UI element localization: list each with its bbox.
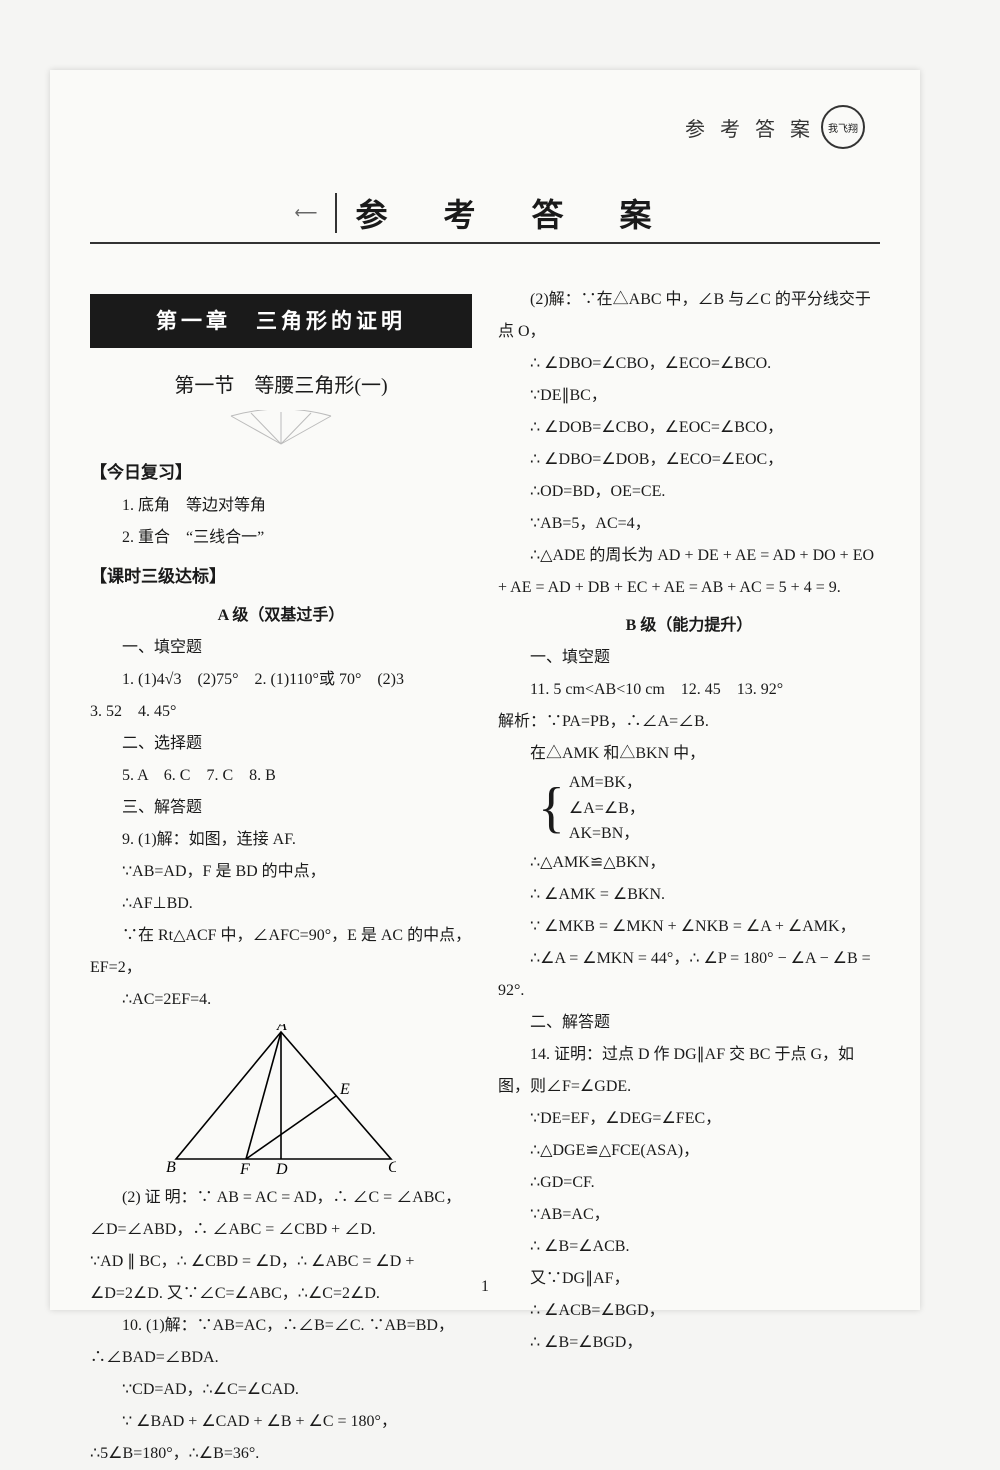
text-line: ∵AB=5，AC=4， — [498, 508, 880, 540]
choice-head: 二、选择题 — [90, 728, 472, 760]
text-line: 又∵DG∥AF， — [498, 1263, 880, 1295]
text-line: ∵AB=AD，F 是 BD 的中点， — [90, 856, 472, 888]
page-title: 参 考 答 案 — [355, 190, 675, 236]
text-line: ∴△AMK≌△BKN， — [498, 847, 880, 879]
text-line: 1. (1)4√3 (2)75° 2. (1)110°或 70° (2)3 — [90, 664, 472, 696]
text-line: AM=BK， — [569, 770, 645, 796]
level-standard-head: 【课时三级达标】 — [90, 560, 472, 594]
answer-head: 三、解答题 — [90, 792, 472, 824]
title-left-icon: ⟵ — [295, 203, 318, 223]
left-brace-icon: { — [538, 780, 565, 836]
stamp-text: 参 考 答 案 — [685, 113, 815, 142]
right-column: (2)解：∵在△ABC 中，∠B 与∠C 的平分线交于点 O， ∴ ∠DBO=∠… — [498, 284, 880, 1470]
fig-label-f: F — [239, 1161, 250, 1174]
fig-label-a: A — [276, 1024, 287, 1034]
section-decor-icon — [90, 410, 472, 446]
text-line: ∴ ∠DBO=∠CBO，∠ECO=∠BCO. — [498, 348, 880, 380]
text-line: ∴△DGE≌△FCE(ASA)， — [498, 1135, 880, 1167]
fan-icon — [196, 410, 366, 446]
seal-icon: 我飞翔 — [821, 105, 865, 149]
fig-label-c: C — [388, 1159, 396, 1174]
text-line: 10. (1)解：∵AB=AC，∴∠B=∠C. ∵AB=BD，∴∠BAD=∠BD… — [90, 1310, 472, 1374]
text-line: (2)解：∵在△ABC 中，∠B 与∠C 的平分线交于点 O， — [498, 284, 880, 348]
text-line: ∴AC=2EF=4. — [90, 984, 472, 1016]
level-b-head: B 级（能力提升） — [498, 610, 880, 642]
text-line: 9. (1)解：如图，连接 AF. — [90, 824, 472, 856]
text-line: 解析：∵PA=PB，∴∠A=∠B. — [498, 706, 880, 738]
text-line: ∴ ∠AMK = ∠BKN. — [498, 879, 880, 911]
text-line: ∵在 Rt△ACF 中，∠AFC=90°，E 是 AC 的中点，EF=2， — [90, 920, 472, 984]
text-line: ∴AF⊥BD. — [90, 888, 472, 920]
fill-blank-head: 一、填空题 — [90, 632, 472, 664]
text-line: 3. 52 4. 45° — [90, 696, 472, 728]
text-line: ∴GD=CF. — [498, 1167, 880, 1199]
fig-label-e: E — [339, 1081, 350, 1098]
brace-lines: AM=BK， ∠A=∠B， AK=BN， — [569, 770, 645, 847]
text-line: ∴ ∠B=∠BGD， — [498, 1327, 880, 1359]
fill-blank-head: 一、填空题 — [498, 642, 880, 674]
left-column: 第一章 三角形的证明 第一节 等腰三角形(一) 【今日复习】 1. 底角 等边对… — [90, 284, 472, 1470]
text-line: ∴ ∠ACB=∠BGD， — [498, 1295, 880, 1327]
text-line: ∴ ∠DOB=∠CBO，∠EOC=∠BCO， — [498, 412, 880, 444]
title-underline — [90, 242, 880, 244]
text-line: 在△AMK 和△BKN 中， — [498, 738, 880, 770]
text-line: (2) 证 明：∵ AB = AC = AD，∴ ∠C = ∠ABC，∠D=∠A… — [90, 1182, 472, 1246]
brace-group: { AM=BK， ∠A=∠B， AK=BN， — [538, 770, 880, 847]
text-line: ∵AB=AC， — [498, 1199, 880, 1231]
text-line: ∠A=∠B， — [569, 796, 645, 822]
page-number: 1 — [481, 1278, 489, 1296]
text-line: ∵DE∥BC， — [498, 380, 880, 412]
main-title-row: ⟵ 参 考 答 案 — [90, 190, 880, 236]
section-title: 第一节 等腰三角形(一) — [90, 366, 472, 406]
text-line: 11. 5 cm<AB<10 cm 12. 45 13. 92° — [498, 674, 880, 706]
text-line: ∴ ∠DBO=∠DOB，∠ECO=∠EOC， — [498, 444, 880, 476]
level-a-head: A 级（双基过手） — [90, 600, 472, 632]
fig-label-b: B — [166, 1159, 176, 1174]
text-line: ∴OD=BD，OE=CE. — [498, 476, 880, 508]
text-line: ∵ ∠MKB = ∠MKN + ∠NKB = ∠A + ∠AMK， — [498, 911, 880, 943]
text-line: AK=BN， — [569, 821, 645, 847]
text-line: ∵ ∠BAD + ∠CAD + ∠B + ∠C = 180°，∴5∠B=180°… — [90, 1406, 472, 1470]
page: 参 考 答 案 我飞翔 ⟵ 参 考 答 案 第一章 三角形的证明 第一节 等腰三… — [50, 70, 920, 1310]
triangle-figure: A B F D C E — [166, 1024, 396, 1174]
text-line: 14. 证明：过点 D 作 DG∥AF 交 BC 于点 G，如图，则∠F=∠GD… — [498, 1039, 880, 1103]
text-line: ∵DE=EF，∠DEG=∠FEC， — [498, 1103, 880, 1135]
text-line: ∴△ADE 的周长为 AD + DE + AE = AD + DO + EO +… — [498, 540, 880, 604]
text-line: ∴∠A = ∠MKN = 44°，∴ ∠P = 180° − ∠A − ∠B =… — [498, 943, 880, 1007]
today-review-head: 【今日复习】 — [90, 456, 472, 490]
answer-head: 二、解答题 — [498, 1007, 880, 1039]
text-line: 1. 底角 等边对等角 — [90, 490, 472, 522]
fig-label-d: D — [275, 1161, 288, 1174]
title-divider — [335, 193, 337, 233]
text-line: 5. A 6. C 7. C 8. B — [90, 760, 472, 792]
text-line: 2. 重合 “三线合一” — [90, 522, 472, 554]
header-stamp: 参 考 答 案 我飞翔 — [685, 105, 865, 149]
text-line: ∴ ∠B=∠ACB. — [498, 1231, 880, 1263]
chapter-banner: 第一章 三角形的证明 — [90, 294, 472, 348]
text-line: ∵AD ∥ BC，∴ ∠CBD = ∠D，∴ ∠ABC = ∠D + ∠D=2∠… — [90, 1246, 472, 1310]
